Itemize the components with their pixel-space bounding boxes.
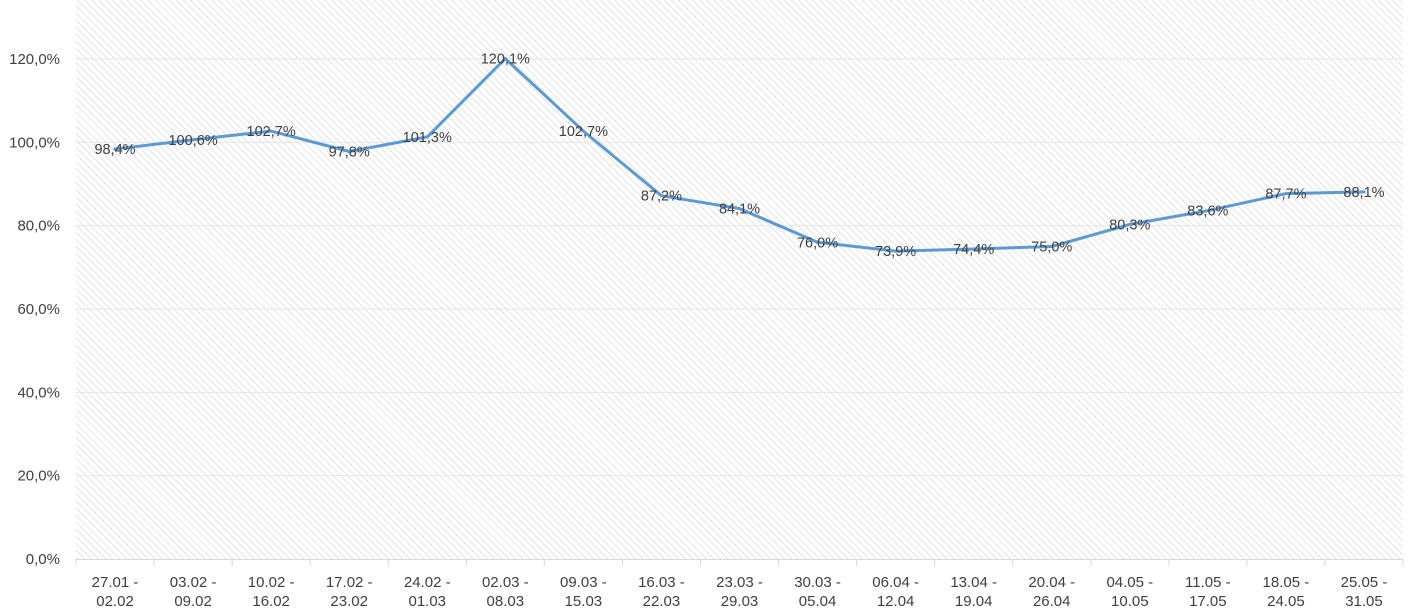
data-label: 80,3%: [1109, 217, 1150, 233]
x-tick-label: 13.04 -: [950, 574, 997, 591]
x-tick-label: 17.02 -: [326, 574, 373, 591]
x-tick-label: 09.03 -: [560, 574, 607, 591]
x-tick-label: 12.04: [877, 593, 915, 610]
data-label: 75,0%: [1031, 240, 1072, 256]
data-label: 74,4%: [953, 242, 994, 258]
data-point: [269, 129, 273, 133]
data-label: 101,3%: [403, 130, 452, 146]
x-tick-label: 25.05 -: [1341, 574, 1388, 591]
x-tick-label: 06.04 -: [872, 574, 919, 591]
x-tick-label: 30.03 -: [794, 574, 841, 591]
data-point: [1284, 192, 1288, 196]
x-tick-label: 15.03: [565, 593, 603, 610]
data-point: [503, 57, 507, 61]
data-label: 100,6%: [168, 133, 217, 149]
y-tick-label: 60,0%: [17, 301, 60, 318]
data-label: 87,2%: [641, 189, 682, 205]
y-tick-label: 20,0%: [17, 468, 60, 485]
data-point: [1050, 245, 1054, 248]
data-point: [659, 194, 663, 198]
data-labels: 98,4% 100,6% 102,7% 97,8% 101,3% 120,1% 102,7%…: [94, 52, 1384, 261]
data-points: [113, 57, 1366, 253]
x-tick-label: 23.02: [330, 593, 368, 610]
x-tick-label: 22.03: [643, 593, 681, 610]
data-point: [816, 240, 820, 244]
data-label: 97,8%: [329, 145, 370, 161]
x-tick-label: 05.04: [799, 593, 837, 610]
x-tick-label: 10.02 -: [248, 574, 295, 591]
x-tick-label: 16.03 -: [638, 574, 685, 591]
data-point: [738, 207, 741, 211]
x-tick-label: 20.04 -: [1028, 574, 1075, 591]
x-tick-label: 24.02 -: [404, 574, 451, 591]
x-tick-label: 02.03 -: [482, 574, 529, 591]
y-tick-label: 80,0%: [17, 218, 60, 235]
data-label: 87,7%: [1265, 187, 1306, 203]
data-label: 88,1%: [1343, 185, 1384, 201]
data-label: 76,0%: [797, 235, 838, 251]
data-label: 83,6%: [1187, 204, 1228, 220]
x-tick-label: 04.05 -: [1106, 574, 1153, 591]
data-label: 102,7%: [559, 124, 608, 140]
x-tick-label: 24.05: [1267, 593, 1305, 610]
data-label: 73,9%: [875, 244, 916, 260]
x-tick-label: 27.01 -: [92, 574, 139, 591]
x-tick-label: 02.02: [96, 593, 134, 610]
y-tick-label: 40,0%: [17, 384, 60, 401]
x-tick-label: 26.04: [1033, 593, 1071, 610]
x-tick-label: 23.03 -: [716, 574, 763, 591]
data-label: 120,1%: [481, 52, 530, 68]
data-point: [972, 247, 976, 251]
x-tick-label: 08.03: [487, 593, 525, 610]
data-point: [1128, 222, 1132, 226]
data-label: 102,7%: [247, 124, 296, 140]
data-label: 98,4%: [94, 142, 135, 158]
x-tick-label: 10.05: [1111, 593, 1149, 610]
data-point: [894, 249, 898, 253]
x-tick-label: 19.04: [955, 593, 993, 610]
data-point: [347, 150, 351, 153]
data-point: [191, 138, 195, 142]
x-tick-label: 09.02: [174, 593, 212, 610]
x-tick-label: 17.05: [1189, 593, 1227, 610]
x-tick-label: 31.05: [1345, 593, 1383, 610]
data-point: [1362, 190, 1366, 194]
y-tick-label: 120,0%: [9, 51, 60, 68]
y-axis: 0,0% 20,0% 40,0% 60,0% 80,0% 100,0% 120,0%: [9, 51, 60, 568]
x-tick-label: 01.03: [408, 593, 446, 610]
x-axis: 27.01 - 02.02 03.02 - 09.02 10.02 - 16.02 17.0…: [75, 559, 1404, 610]
x-tick-label: 11.05 -: [1185, 574, 1231, 591]
data-point: [581, 129, 585, 133]
data-point: [425, 135, 429, 139]
data-point: [113, 147, 117, 151]
x-tick-label: 29.03: [721, 593, 759, 610]
plot-area: [76, 0, 1403, 559]
y-tick-label: 0,0%: [26, 551, 60, 568]
x-tick-label: 16.02: [252, 593, 290, 610]
data-point: [1206, 209, 1210, 213]
data-label: 84,1%: [719, 202, 760, 218]
x-tick-label: 03.02 -: [170, 574, 217, 591]
y-tick-label: 100,0%: [9, 134, 60, 151]
x-tick-label: 18.05 -: [1263, 574, 1310, 591]
gridlines: [76, 58, 1403, 477]
